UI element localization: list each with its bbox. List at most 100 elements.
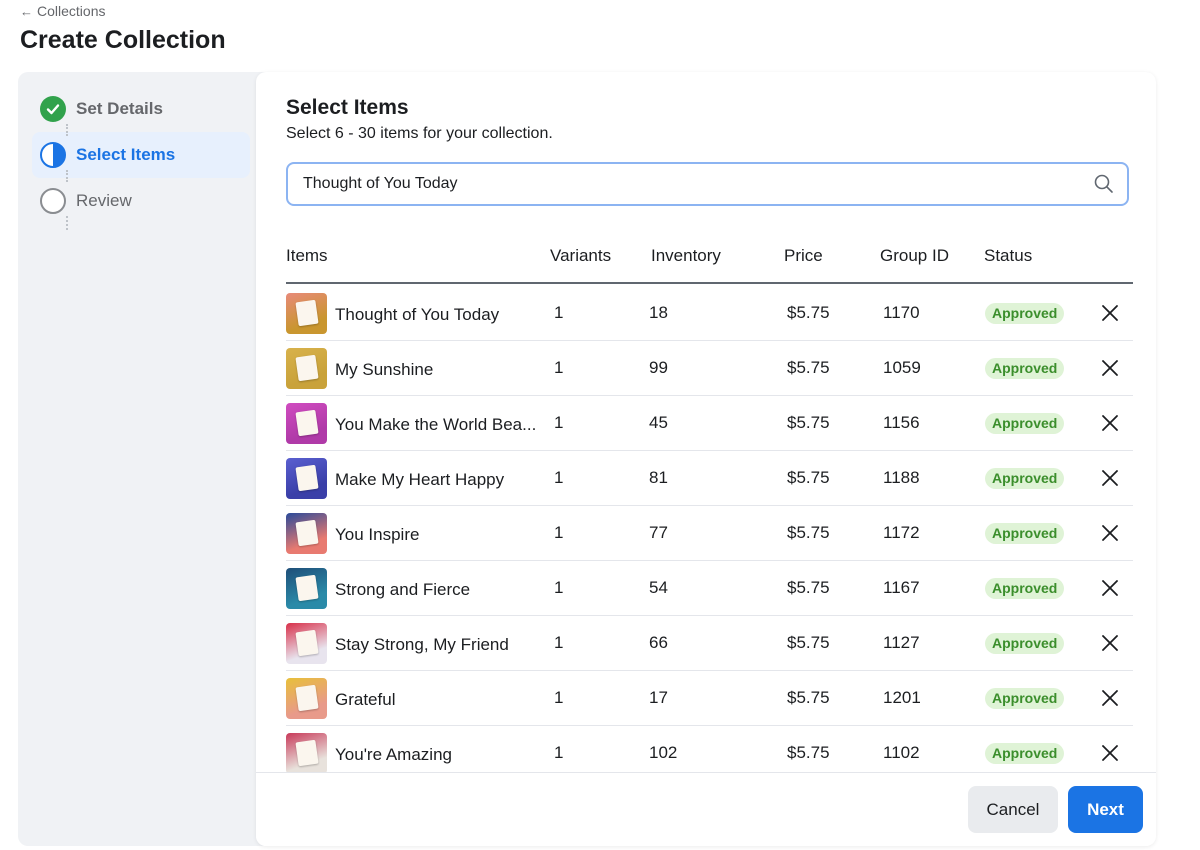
- header-status: Status: [984, 246, 1033, 265]
- item-variants: 1: [554, 413, 564, 432]
- item-price: $5.75: [787, 303, 830, 322]
- back-arrow-icon: ←: [20, 3, 33, 19]
- item-thumbnail: [286, 733, 327, 772]
- next-button[interactable]: Next: [1068, 786, 1143, 833]
- search-input[interactable]: [303, 175, 1093, 193]
- step-set-details[interactable]: Set Details: [32, 86, 250, 132]
- step-review[interactable]: Review: [32, 178, 250, 224]
- item-group-id: 1059: [883, 358, 921, 377]
- card-image: [295, 629, 319, 657]
- step-connector: [66, 124, 68, 136]
- wizard-container: Set Details Select Items Review Select I…: [18, 72, 1156, 846]
- item-inventory: 18: [649, 303, 668, 322]
- item-group-id: 1170: [883, 303, 920, 322]
- item-variants: 1: [554, 468, 564, 487]
- item-name: Strong and Fierce: [335, 580, 471, 599]
- status-badge: Approved: [985, 578, 1065, 599]
- half-circle-progress-icon: [40, 142, 66, 168]
- item-group-id: 1127: [883, 633, 920, 652]
- item-price: $5.75: [787, 358, 830, 377]
- close-icon[interactable]: [1100, 413, 1120, 433]
- empty-circle-icon: [40, 188, 66, 214]
- status-badge: Approved: [985, 743, 1065, 764]
- close-icon[interactable]: [1100, 743, 1120, 763]
- section-subtitle: Select 6 - 30 items for your collection.: [286, 125, 553, 142]
- section-title: Select Items: [286, 96, 409, 119]
- item-variants: 1: [554, 523, 564, 542]
- item-price: $5.75: [787, 743, 830, 762]
- item-inventory: 66: [649, 633, 668, 652]
- item-variants: 1: [554, 743, 564, 762]
- item-group-id: 1102: [883, 743, 920, 762]
- step-label: Set Details: [76, 99, 163, 118]
- close-icon[interactable]: [1100, 523, 1120, 543]
- item-name: Make My Heart Happy: [335, 470, 505, 489]
- card-image: [295, 299, 319, 327]
- stepper: Set Details Select Items Review: [32, 86, 250, 230]
- item-group-id: 1167: [883, 578, 920, 597]
- table-row[interactable]: Thought of You Today 1 18 $5.75 1170 Approved: [286, 286, 1133, 341]
- step-label: Select Items: [76, 145, 176, 164]
- item-inventory: 54: [649, 578, 668, 597]
- item-name: Stay Strong, My Friend: [335, 635, 509, 654]
- close-icon[interactable]: [1100, 578, 1120, 598]
- status-badge: Approved: [985, 413, 1065, 434]
- card-image: [295, 684, 319, 712]
- item-inventory: 102: [649, 743, 678, 762]
- step-connector: [66, 216, 68, 230]
- item-variants: 1: [554, 358, 564, 377]
- breadcrumb-label: Collections: [37, 3, 106, 19]
- item-thumbnail: [286, 403, 327, 444]
- status-badge: Approved: [985, 358, 1065, 379]
- table-row[interactable]: You Inspire 1 77 $5.75 1172 Approved: [286, 506, 1133, 561]
- status-badge: Approved: [985, 688, 1065, 709]
- step-label: Review: [76, 191, 132, 210]
- close-icon[interactable]: [1100, 688, 1120, 708]
- item-group-id: 1188: [883, 468, 920, 487]
- card-image: [295, 574, 319, 602]
- footer-actions: Cancel Next: [256, 772, 1156, 846]
- item-thumbnail: [286, 678, 327, 719]
- header-items: Items: [286, 246, 328, 265]
- close-icon[interactable]: [1100, 468, 1120, 488]
- item-thumbnail: [286, 458, 327, 499]
- table-row[interactable]: My Sunshine 1 99 $5.75 1059 Approved: [286, 341, 1133, 396]
- item-name: Thought of You Today: [335, 305, 500, 324]
- item-group-id: 1156: [883, 413, 920, 432]
- page-title: Create Collection: [20, 26, 226, 54]
- item-name: You Inspire: [335, 525, 420, 544]
- cancel-button[interactable]: Cancel: [968, 786, 1058, 833]
- item-group-id: 1172: [883, 523, 920, 542]
- table-row[interactable]: Grateful 1 17 $5.75 1201 Approved: [286, 671, 1133, 726]
- search-icon[interactable]: [1093, 173, 1115, 195]
- close-icon[interactable]: [1100, 303, 1120, 323]
- items-table-body: Thought of You Today 1 18 $5.75 1170 Approved…: [286, 286, 1133, 772]
- card-image: [295, 519, 319, 547]
- card-image: [295, 354, 319, 382]
- item-inventory: 99: [649, 358, 668, 377]
- item-group-id: 1201: [883, 688, 921, 707]
- item-price: $5.75: [787, 523, 830, 542]
- item-price: $5.75: [787, 688, 830, 707]
- back-to-collections-link[interactable]: ← Collections: [20, 3, 105, 19]
- close-icon[interactable]: [1100, 633, 1120, 653]
- search-box: [286, 162, 1129, 206]
- item-name: You Make the World Bea...: [335, 415, 537, 434]
- item-inventory: 77: [649, 523, 668, 542]
- table-row[interactable]: You Make the World Bea... 1 45 $5.75 1156 App…: [286, 396, 1133, 451]
- step-select-items[interactable]: Select Items: [32, 132, 250, 178]
- table-row[interactable]: You're Amazing 1 102 $5.75 1102 Approved: [286, 726, 1133, 772]
- item-thumbnail: [286, 623, 327, 664]
- table-row[interactable]: Strong and Fierce 1 54 $5.75 1167 Approved: [286, 561, 1133, 616]
- table-row[interactable]: Make My Heart Happy 1 81 $5.75 1188 Approved: [286, 451, 1133, 506]
- table-row[interactable]: Stay Strong, My Friend 1 66 $5.75 1127 Approv…: [286, 616, 1133, 671]
- item-name: My Sunshine: [335, 360, 434, 379]
- item-price: $5.75: [787, 413, 830, 432]
- select-items-panel: Select Items Select 6 - 30 items for you…: [256, 72, 1156, 846]
- item-price: $5.75: [787, 468, 830, 487]
- card-image: [295, 464, 319, 492]
- close-icon[interactable]: [1100, 358, 1120, 378]
- card-image: [295, 409, 319, 437]
- item-inventory: 81: [649, 468, 668, 487]
- header-inventory: Inventory: [651, 246, 721, 265]
